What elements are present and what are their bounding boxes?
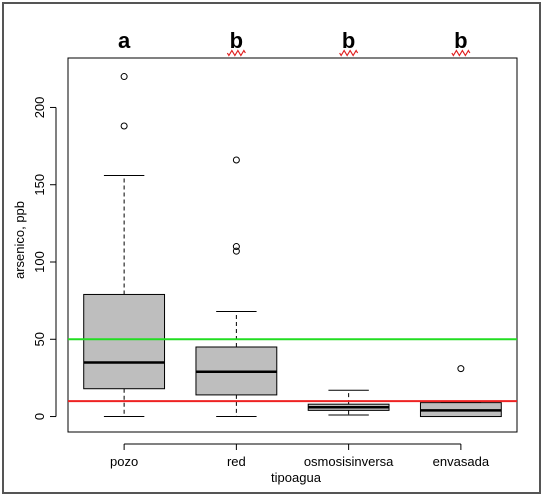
- x-axis-label: tipoagua: [271, 470, 322, 485]
- spellcheck-underline: [451, 49, 471, 57]
- spellcheck-underline: [339, 49, 359, 57]
- x-tick-label: osmosisinversa: [304, 454, 394, 469]
- group-letter: b: [342, 28, 355, 53]
- spellcheck-underline: [226, 49, 246, 57]
- y-tick-label: 100: [32, 251, 47, 273]
- box-pozo: [83, 293, 166, 390]
- plot-border: [67, 57, 518, 433]
- x-tick-label: envasada: [433, 454, 490, 469]
- x-tick-label: red: [227, 454, 246, 469]
- y-tick-label: 50: [32, 332, 47, 346]
- plot-area: 0 50 100 150 200 pozo a red b osmosisinversa b enva…: [32, 28, 518, 469]
- group-letter: b: [454, 28, 467, 53]
- x-tick-label: pozo: [110, 454, 138, 469]
- boxplot-chart: 0 50 100 150 200 pozo a red b osmosisinversa b enva…: [12, 28, 518, 485]
- group-letter: a: [118, 28, 131, 53]
- group-letter: b: [230, 28, 243, 53]
- outlier-point: [120, 73, 128, 81]
- outlier-point: [232, 243, 240, 251]
- outlier-point: [120, 122, 128, 130]
- y-tick-label: 200: [32, 97, 47, 119]
- y-tick-label: 0: [32, 413, 47, 420]
- outlier-point: [232, 247, 240, 255]
- y-tick-label: 150: [32, 174, 47, 196]
- y-axis-label: arsenico, ppb: [12, 201, 27, 279]
- outlier-point: [457, 365, 465, 373]
- chart-frame: 0 50 100 150 200 pozo a red b osmosisinversa b enva…: [2, 2, 541, 494]
- outlier-point: [232, 156, 240, 164]
